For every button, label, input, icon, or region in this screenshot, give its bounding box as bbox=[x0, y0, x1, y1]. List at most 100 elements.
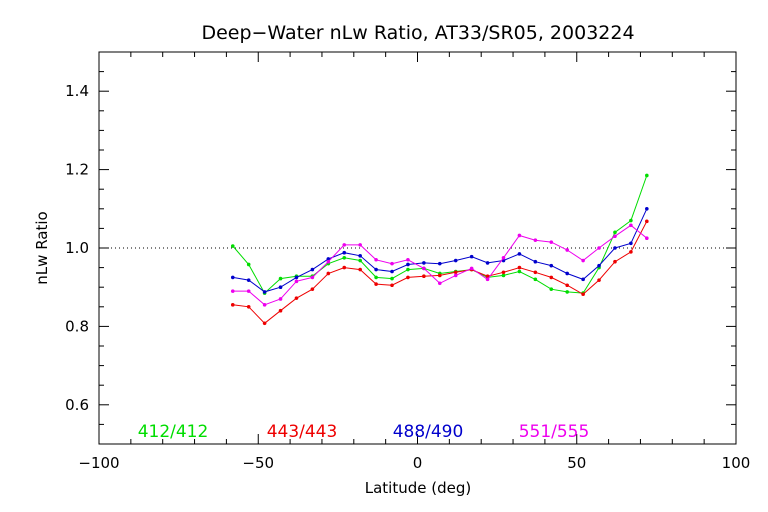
data-point bbox=[278, 308, 283, 313]
x-tick-label: −100 bbox=[78, 454, 119, 472]
data-point bbox=[342, 243, 347, 247]
data-point bbox=[246, 262, 251, 267]
legend-entry: 488/490 bbox=[393, 422, 464, 442]
data-point bbox=[565, 271, 569, 276]
data-point bbox=[549, 287, 554, 291]
data-point bbox=[342, 255, 347, 260]
data-point bbox=[597, 246, 601, 250]
data-point bbox=[645, 236, 649, 240]
data-point bbox=[374, 257, 378, 262]
series-443-443 bbox=[230, 219, 649, 326]
data-point bbox=[485, 261, 490, 265]
data-point bbox=[230, 275, 235, 280]
x-tick-label: 0 bbox=[413, 454, 423, 472]
data-point bbox=[597, 263, 601, 268]
data-point bbox=[294, 279, 299, 284]
data-point bbox=[581, 292, 585, 297]
data-point bbox=[501, 270, 506, 275]
data-point bbox=[342, 250, 347, 255]
data-point bbox=[613, 230, 617, 235]
data-point bbox=[406, 262, 410, 267]
data-point bbox=[581, 277, 585, 282]
data-point bbox=[613, 246, 617, 250]
chart-title: Deep−Water nLw Ratio, AT33/SR05, 2003224 bbox=[201, 22, 634, 44]
y-tick-label: 1.0 bbox=[65, 239, 89, 257]
plot-area bbox=[98, 51, 737, 445]
data-point bbox=[501, 255, 506, 260]
y-tick-label: 1.4 bbox=[65, 82, 89, 100]
series-layer bbox=[230, 173, 649, 326]
data-point bbox=[485, 277, 490, 282]
data-point bbox=[262, 303, 267, 307]
data-point bbox=[230, 244, 235, 248]
data-point bbox=[629, 250, 633, 254]
data-point bbox=[422, 266, 426, 271]
data-point bbox=[262, 321, 267, 326]
axis-tick-labels: −100 −50 0 50 100 0.6 0.8 1.0 1.2 1.4 bbox=[65, 82, 750, 472]
data-point bbox=[533, 259, 538, 264]
data-point bbox=[469, 266, 474, 271]
data-point bbox=[390, 261, 394, 266]
data-point bbox=[342, 265, 347, 270]
data-point bbox=[469, 254, 474, 259]
data-point bbox=[549, 240, 554, 244]
data-point bbox=[485, 274, 490, 279]
data-point bbox=[374, 275, 378, 280]
data-point bbox=[406, 275, 410, 280]
data-point bbox=[453, 273, 458, 278]
data-point bbox=[533, 270, 538, 275]
data-point bbox=[406, 267, 410, 272]
data-point bbox=[246, 278, 251, 282]
data-point bbox=[437, 281, 442, 286]
data-point bbox=[565, 290, 569, 294]
legend-entry: 551/555 bbox=[519, 422, 590, 442]
data-point bbox=[501, 273, 506, 278]
data-point bbox=[645, 207, 649, 211]
data-point bbox=[278, 285, 283, 290]
legend-entry: 443/443 bbox=[267, 422, 338, 442]
data-point bbox=[278, 276, 283, 281]
data-point bbox=[358, 243, 362, 247]
y-tick-label: 1.2 bbox=[65, 161, 89, 179]
data-point bbox=[549, 263, 554, 268]
data-point bbox=[390, 283, 394, 288]
data-point bbox=[613, 234, 617, 239]
data-point bbox=[230, 303, 235, 307]
data-point bbox=[374, 267, 378, 272]
data-point bbox=[294, 296, 299, 300]
data-point bbox=[645, 173, 649, 178]
data-point bbox=[517, 265, 522, 270]
data-point bbox=[326, 259, 331, 264]
data-point bbox=[645, 219, 649, 224]
data-point bbox=[437, 273, 442, 278]
x-tick-label: −50 bbox=[242, 454, 274, 472]
data-point bbox=[453, 270, 458, 275]
y-axis-label: nLw Ratio bbox=[33, 211, 51, 284]
data-point bbox=[533, 277, 538, 282]
data-point bbox=[565, 248, 569, 252]
x-tick-label: 100 bbox=[722, 454, 751, 472]
data-point bbox=[533, 238, 538, 242]
data-point bbox=[549, 275, 554, 280]
y-tick-label: 0.6 bbox=[65, 396, 89, 414]
data-point bbox=[374, 282, 378, 286]
data-point bbox=[310, 287, 315, 291]
data-point bbox=[517, 269, 522, 274]
data-point bbox=[358, 267, 362, 272]
data-point bbox=[326, 271, 331, 276]
legend: 412/412 443/443 488/490 551/555 bbox=[138, 422, 590, 442]
data-point bbox=[358, 254, 362, 258]
data-point bbox=[453, 258, 458, 263]
x-tick-label: 50 bbox=[567, 454, 586, 472]
data-point bbox=[437, 261, 442, 266]
data-point bbox=[565, 283, 569, 288]
data-point bbox=[629, 218, 633, 223]
data-point bbox=[629, 223, 633, 228]
y-tick-label: 0.8 bbox=[65, 317, 89, 335]
data-point bbox=[230, 289, 235, 293]
data-point bbox=[422, 274, 426, 279]
data-point bbox=[310, 275, 315, 280]
data-point bbox=[581, 258, 585, 263]
x-axis-label: Latitude (deg) bbox=[365, 479, 471, 497]
